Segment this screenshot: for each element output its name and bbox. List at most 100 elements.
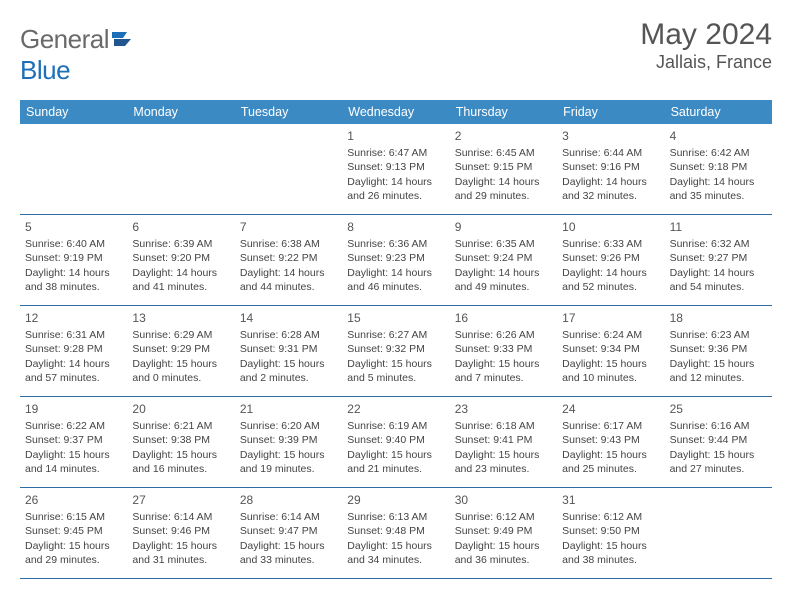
daylight-text: and 49 minutes. [455, 280, 552, 294]
sunset-text: Sunset: 9:38 PM [132, 433, 229, 447]
sunrise-text: Sunrise: 6:36 AM [347, 237, 444, 251]
sunset-text: Sunset: 9:47 PM [240, 524, 337, 538]
day-number: 14 [240, 310, 337, 326]
sunrise-text: Sunrise: 6:39 AM [132, 237, 229, 251]
daylight-text: Daylight: 15 hours [670, 357, 767, 371]
day-header-fri: Friday [557, 100, 664, 124]
sunrise-text: Sunrise: 6:38 AM [240, 237, 337, 251]
sunrise-text: Sunrise: 6:24 AM [562, 328, 659, 342]
daylight-text: and 57 minutes. [25, 371, 122, 385]
day-header-sun: Sunday [20, 100, 127, 124]
sunset-text: Sunset: 9:22 PM [240, 251, 337, 265]
sunrise-text: Sunrise: 6:12 AM [455, 510, 552, 524]
sunset-text: Sunset: 9:32 PM [347, 342, 444, 356]
day-number: 10 [562, 219, 659, 235]
sunrise-text: Sunrise: 6:26 AM [455, 328, 552, 342]
day-number: 1 [347, 128, 444, 144]
day-cell: 29Sunrise: 6:13 AMSunset: 9:48 PMDayligh… [342, 488, 449, 578]
sunrise-text: Sunrise: 6:22 AM [25, 419, 122, 433]
daylight-text: Daylight: 15 hours [562, 448, 659, 462]
sunset-text: Sunset: 9:33 PM [455, 342, 552, 356]
daylight-text: Daylight: 14 hours [562, 175, 659, 189]
day-number: 25 [670, 401, 767, 417]
day-cell: 17Sunrise: 6:24 AMSunset: 9:34 PMDayligh… [557, 306, 664, 396]
day-cell: 10 Sunrise: 6:33 AMSunset: 9:26 PMDayligh… [557, 215, 664, 305]
day-number: 27 [132, 492, 229, 508]
day-number: 18 [670, 310, 767, 326]
day-cell: 9Sunrise: 6:35 AMSunset: 9:24 PMDaylight… [450, 215, 557, 305]
daylight-text: and 54 minutes. [670, 280, 767, 294]
day-cell: 3Sunrise: 6:44 AMSunset: 9:16 PMDaylight… [557, 124, 664, 214]
brand-name: GeneralBlue [20, 24, 133, 86]
daylight-text: Daylight: 15 hours [347, 448, 444, 462]
day-number: 20 [132, 401, 229, 417]
weeks-container: 1Sunrise: 6:47 AMSunset: 9:13 PMDaylight… [20, 124, 772, 579]
sunset-text: Sunset: 9:13 PM [347, 160, 444, 174]
daylight-text: Daylight: 14 hours [670, 266, 767, 280]
day-header-sat: Saturday [665, 100, 772, 124]
daylight-text: and 41 minutes. [132, 280, 229, 294]
sunset-text: Sunset: 9:29 PM [132, 342, 229, 356]
daylight-text: and 23 minutes. [455, 462, 552, 476]
sunset-text: Sunset: 9:34 PM [562, 342, 659, 356]
sunset-text: Sunset: 9:24 PM [455, 251, 552, 265]
day-cell: 21Sunrise: 6:20 AMSunset: 9:39 PMDayligh… [235, 397, 342, 487]
sunset-text: Sunset: 9:44 PM [670, 433, 767, 447]
daylight-text: Daylight: 15 hours [455, 448, 552, 462]
daylight-text: and 31 minutes. [132, 553, 229, 567]
sunset-text: Sunset: 9:48 PM [347, 524, 444, 538]
sunrise-text: Sunrise: 6:13 AM [347, 510, 444, 524]
week-row: 12Sunrise: 6:31 AMSunset: 9:28 PMDayligh… [20, 306, 772, 397]
daylight-text: and 19 minutes. [240, 462, 337, 476]
sunset-text: Sunset: 9:27 PM [670, 251, 767, 265]
day-cell: 31Sunrise: 6:12 AMSunset: 9:50 PMDayligh… [557, 488, 664, 578]
daylight-text: and 34 minutes. [347, 553, 444, 567]
daylight-text: and 21 minutes. [347, 462, 444, 476]
sunset-text: Sunset: 9:43 PM [562, 433, 659, 447]
daylight-text: and 7 minutes. [455, 371, 552, 385]
day-number: 28 [240, 492, 337, 508]
day-cell: 28Sunrise: 6:14 AMSunset: 9:47 PMDayligh… [235, 488, 342, 578]
day-cell: 8Sunrise: 6:36 AMSunset: 9:23 PMDaylight… [342, 215, 449, 305]
daylight-text: and 38 minutes. [25, 280, 122, 294]
sunrise-text: Sunrise: 6:27 AM [347, 328, 444, 342]
sunrise-text: Sunrise: 6:29 AM [132, 328, 229, 342]
title-block: May 2024 Jallais, France [640, 18, 772, 73]
sunrise-text: Sunrise: 6:33 AM [562, 237, 659, 251]
daylight-text: Daylight: 14 hours [562, 266, 659, 280]
sunrise-text: Sunrise: 6:15 AM [25, 510, 122, 524]
day-number: 3 [562, 128, 659, 144]
daylight-text: Daylight: 15 hours [455, 357, 552, 371]
sunset-text: Sunset: 9:40 PM [347, 433, 444, 447]
daylight-text: and 44 minutes. [240, 280, 337, 294]
daylight-text: and 10 minutes. [562, 371, 659, 385]
sunrise-text: Sunrise: 6:19 AM [347, 419, 444, 433]
sunrise-text: Sunrise: 6:16 AM [670, 419, 767, 433]
day-cell: 25Sunrise: 6:16 AMSunset: 9:44 PMDayligh… [665, 397, 772, 487]
day-number: 9 [455, 219, 552, 235]
daylight-text: and 33 minutes. [240, 553, 337, 567]
calendar-grid: Sunday Monday Tuesday Wednesday Thursday… [20, 100, 772, 579]
daylight-text: Daylight: 15 hours [347, 539, 444, 553]
daylight-text: and 14 minutes. [25, 462, 122, 476]
daylight-text: and 46 minutes. [347, 280, 444, 294]
daylight-text: Daylight: 15 hours [562, 539, 659, 553]
sunset-text: Sunset: 9:26 PM [562, 251, 659, 265]
daylight-text: Daylight: 14 hours [132, 266, 229, 280]
daylight-text: Daylight: 14 hours [347, 266, 444, 280]
sunset-text: Sunset: 9:20 PM [132, 251, 229, 265]
sunrise-text: Sunrise: 6:44 AM [562, 146, 659, 160]
daylight-text: Daylight: 14 hours [455, 175, 552, 189]
day-number: 6 [132, 219, 229, 235]
day-cell: 20Sunrise: 6:21 AMSunset: 9:38 PMDayligh… [127, 397, 234, 487]
daylight-text: and 52 minutes. [562, 280, 659, 294]
daylight-text: Daylight: 14 hours [347, 175, 444, 189]
sunset-text: Sunset: 9:37 PM [25, 433, 122, 447]
daylight-text: Daylight: 15 hours [25, 448, 122, 462]
daylight-text: Daylight: 15 hours [347, 357, 444, 371]
day-header-tue: Tuesday [235, 100, 342, 124]
day-header-wed: Wednesday [342, 100, 449, 124]
daylight-text: and 16 minutes. [132, 462, 229, 476]
day-number: 8 [347, 219, 444, 235]
daylight-text: Daylight: 15 hours [240, 448, 337, 462]
